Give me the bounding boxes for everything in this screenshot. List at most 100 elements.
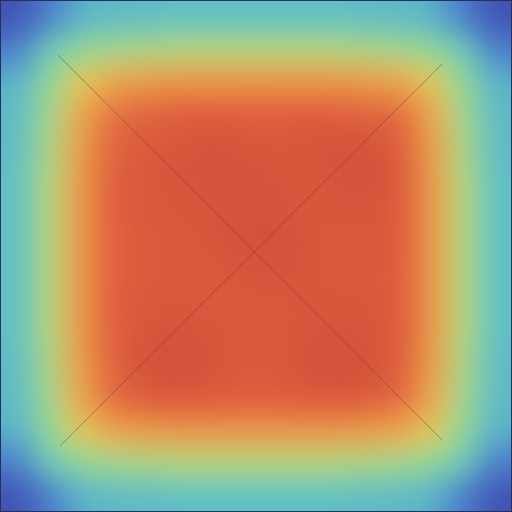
heat-cell [320,480,353,512]
heat-cell [320,192,353,225]
heat-cell [256,352,289,385]
heat-cell [352,192,385,225]
heat-cell [480,160,512,193]
heat-cell [32,96,65,129]
heat-cell [320,320,353,353]
heat-cell [448,352,481,385]
heat-cell [416,384,449,417]
heat-cell [288,96,321,129]
heat-cell [160,256,193,289]
heat-cell [0,192,33,225]
heat-cell [256,64,289,97]
heat-cell [480,416,512,449]
heat-cell [480,224,512,257]
heat-cell [416,32,449,65]
heat-cell [128,160,161,193]
heat-cell [416,352,449,385]
heat-cell [352,160,385,193]
heat-cell [320,128,353,161]
heat-cell [384,384,417,417]
heat-cell [160,0,193,33]
heat-cell [128,192,161,225]
heat-cell [224,480,257,512]
heat-cell [416,256,449,289]
heat-cell [384,480,417,512]
heat-cell [192,320,225,353]
diagonal-line [58,55,442,440]
heat-cell [64,0,97,33]
heat-cell [0,160,33,193]
heat-cell [128,256,161,289]
plot-area [0,0,512,512]
heat-cell [224,128,257,161]
heat-cell [96,288,129,321]
heat-cell [384,448,417,481]
heat-cell [288,128,321,161]
heat-cell [224,96,257,129]
heat-cell [224,448,257,481]
heat-cell [160,480,193,512]
heat-cell [160,64,193,97]
heat-cell [224,384,257,417]
heat-cell [128,128,161,161]
heat-cell [192,288,225,321]
heat-cell [0,448,33,481]
heat-cell [288,192,321,225]
heat-cell [0,320,33,353]
heat-cell [96,448,129,481]
heat-cell [224,0,257,33]
heat-cell [256,416,289,449]
heat-cell [96,352,129,385]
heat-cell [0,64,33,97]
heat-cell [32,128,65,161]
diagonal-line [60,64,442,446]
heat-cell [480,64,512,97]
heat-cell [480,32,512,65]
heat-cell [128,64,161,97]
heat-cell [480,352,512,385]
heat-cell [352,384,385,417]
heat-cell [192,0,225,33]
heat-cell [224,352,257,385]
heat-cell [256,224,289,257]
heat-cell [384,288,417,321]
heat-cell [256,384,289,417]
heat-cell [448,64,481,97]
heat-cell [128,288,161,321]
heat-cell [384,256,417,289]
heat-cell [64,288,97,321]
heat-cell [224,224,257,257]
heat-cell [64,256,97,289]
heat-cell [256,96,289,129]
heat-cell [0,224,33,257]
heat-cell [288,416,321,449]
heat-cell [32,64,65,97]
heat-cell [384,64,417,97]
heat-cell [160,320,193,353]
heat-cell [224,32,257,65]
heat-cell [416,288,449,321]
heat-cell [384,32,417,65]
heat-cell [288,480,321,512]
cells [0,0,512,512]
heat-cell [160,224,193,257]
heat-cell [320,224,353,257]
heat-cell [160,160,193,193]
heat-cell [256,480,289,512]
heat-cell [96,0,129,33]
heat-cell [256,192,289,225]
heat-cell [128,224,161,257]
heat-cell [352,352,385,385]
heat-cell [224,288,257,321]
heat-cell [480,0,512,33]
heat-cell [256,256,289,289]
heat-cell [480,448,512,481]
heat-cell [192,224,225,257]
heat-cell [288,352,321,385]
heat-cell [352,64,385,97]
heat-cell [384,352,417,385]
heat-cell [448,96,481,129]
heat-cell [256,288,289,321]
heat-cell [448,256,481,289]
heat-cell [352,480,385,512]
